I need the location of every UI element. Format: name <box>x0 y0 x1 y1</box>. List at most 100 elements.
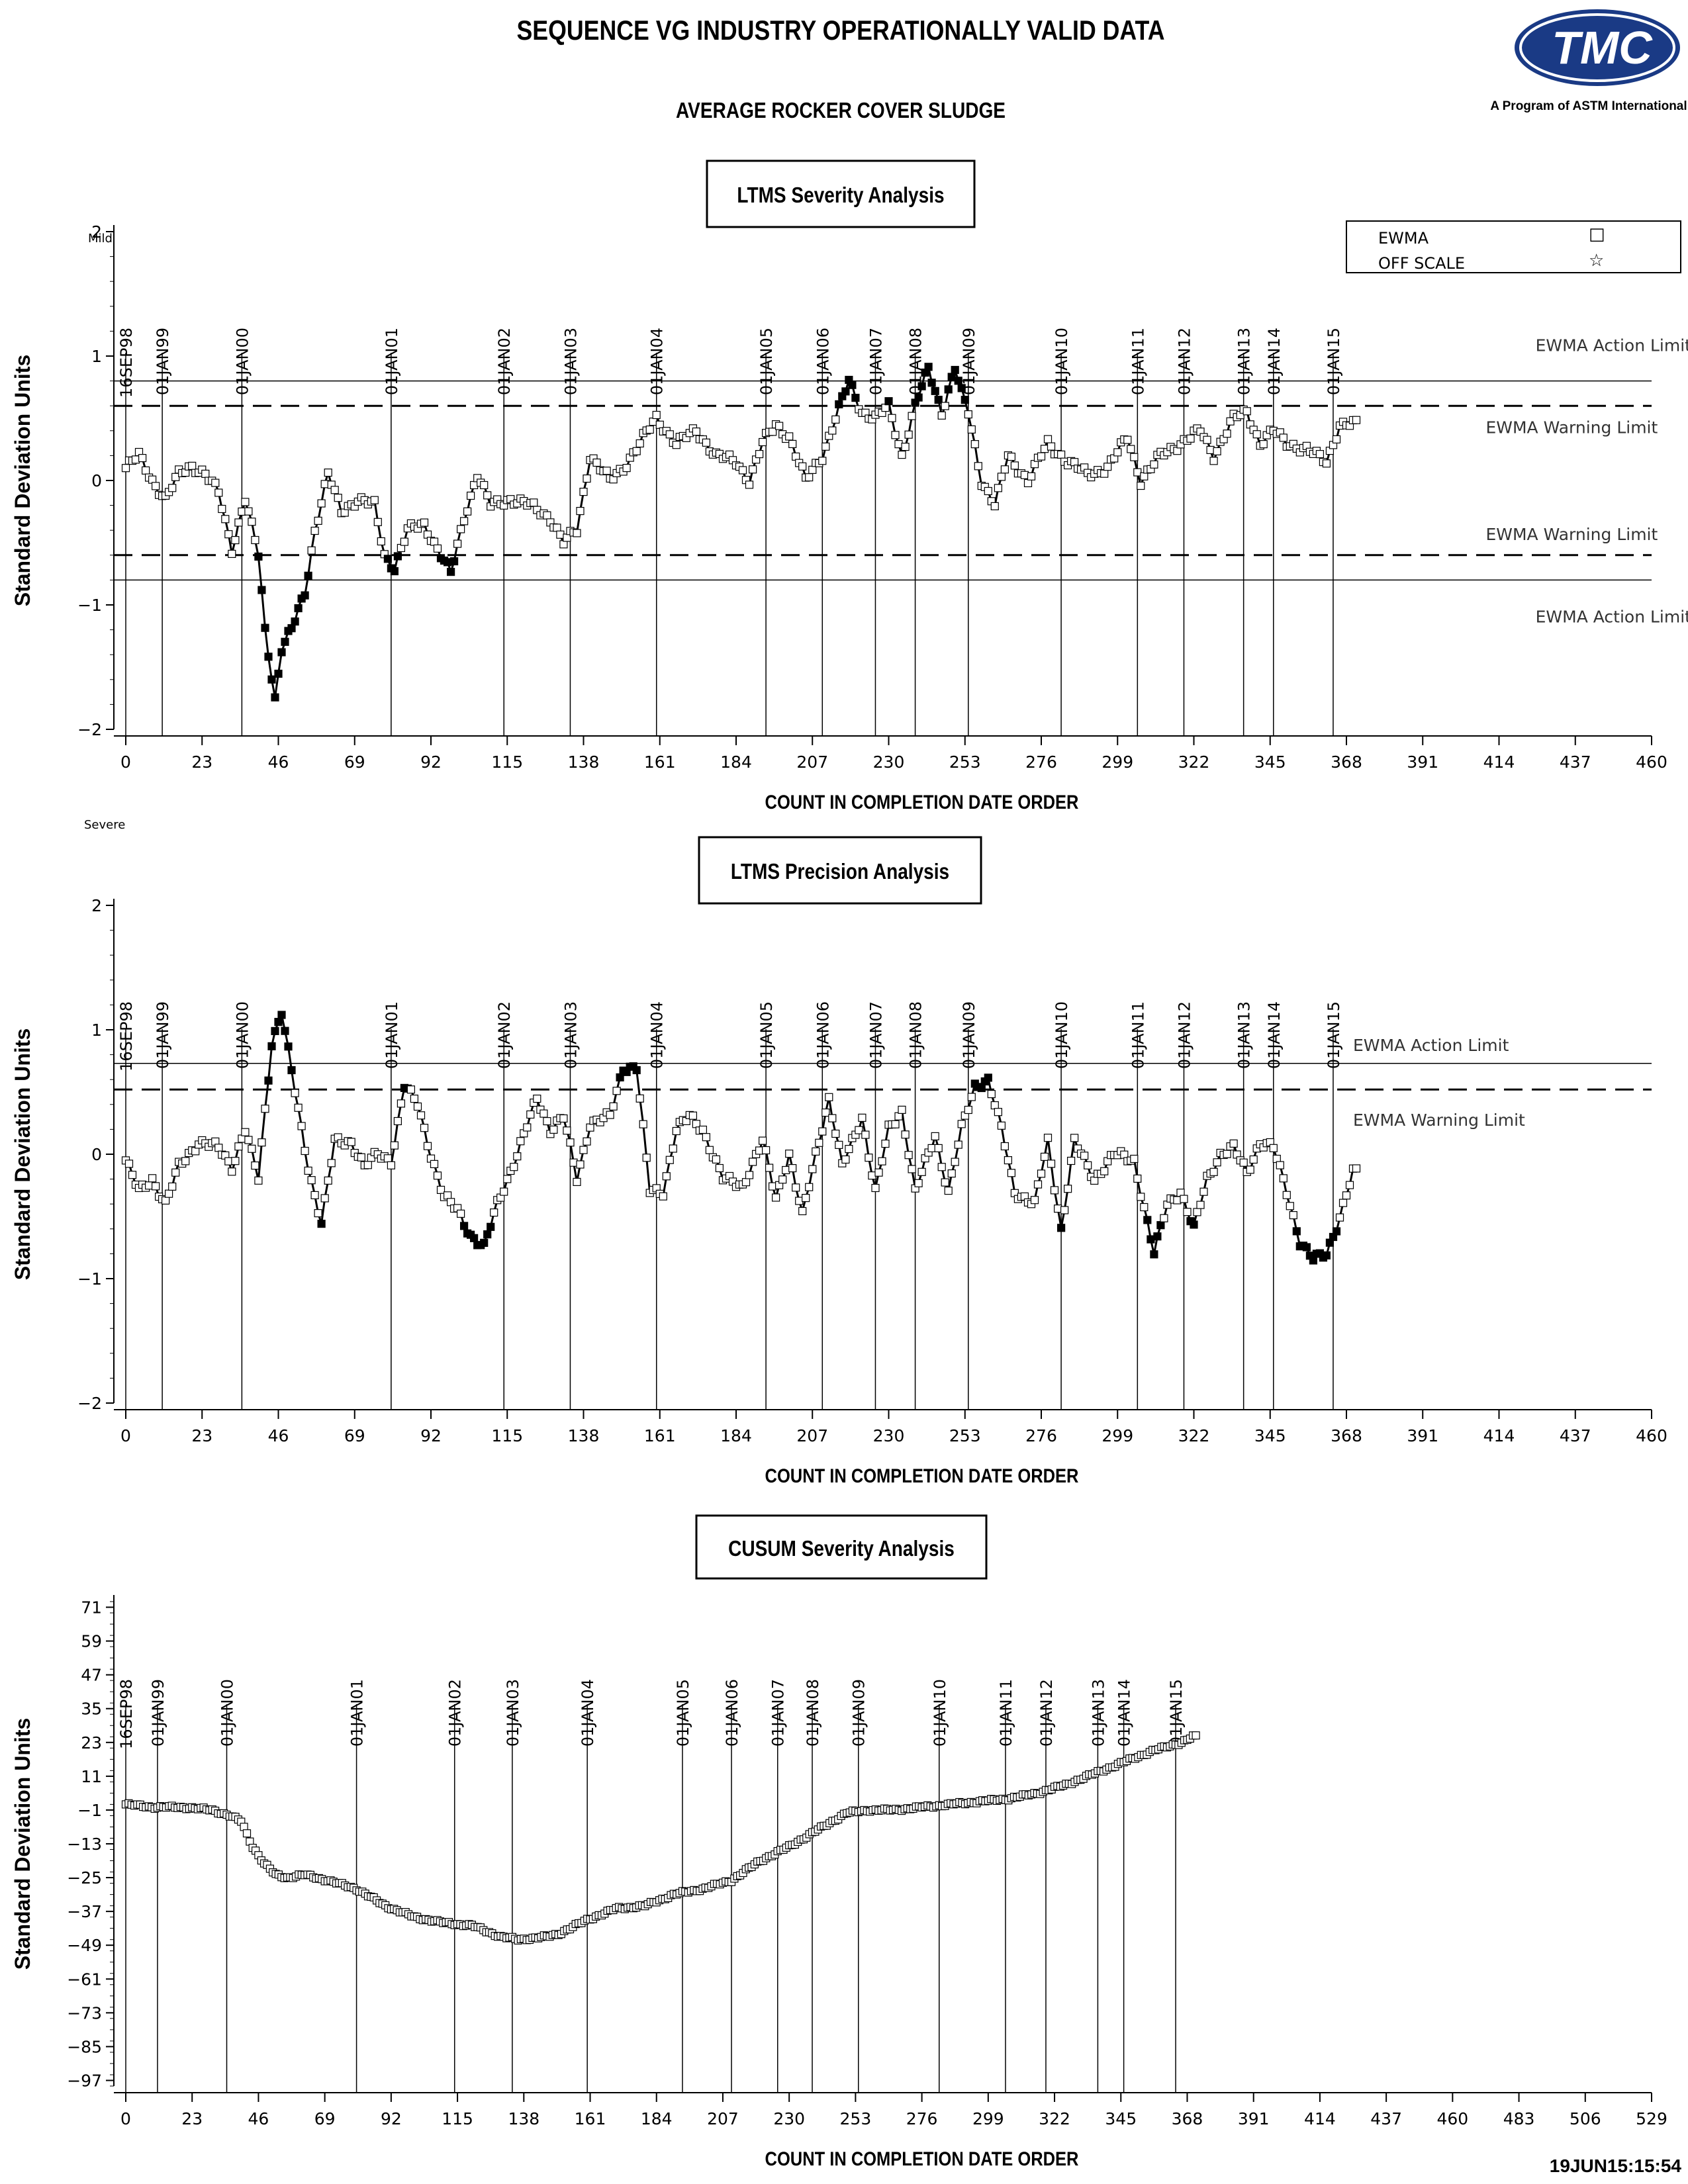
data-point <box>277 648 286 657</box>
data-point <box>888 414 896 422</box>
data-point <box>851 393 860 402</box>
x-tick-label: 46 <box>268 752 289 772</box>
x-tick-label: 460 <box>1636 1426 1667 1445</box>
y-tick-label: 11 <box>81 1767 102 1786</box>
data-point <box>573 1177 581 1187</box>
data-point <box>1193 1208 1201 1216</box>
chart-title: LTMS Precision Analysis <box>731 860 949 884</box>
x-tick-label: 207 <box>796 752 828 772</box>
data-point <box>487 1222 495 1231</box>
data-point <box>563 1126 571 1135</box>
data-point <box>828 1114 837 1122</box>
data-point <box>1053 1205 1062 1213</box>
data-point <box>340 508 349 517</box>
data-point <box>745 480 754 489</box>
data-point <box>1289 1210 1297 1220</box>
data-point <box>1309 1256 1318 1265</box>
data-point <box>774 422 784 430</box>
date-marker-label: 01JAN15 <box>1167 1679 1186 1747</box>
data-point <box>387 1161 396 1169</box>
data-point <box>1190 1220 1198 1229</box>
data-point <box>406 1085 416 1094</box>
data-point <box>745 1171 754 1179</box>
data-point <box>1043 1134 1053 1142</box>
data-point <box>148 1174 157 1183</box>
data-point <box>363 1161 372 1169</box>
y-tick-label: −25 <box>67 1868 102 1888</box>
data-point <box>1332 435 1341 444</box>
data-point <box>267 1042 276 1051</box>
data-point <box>984 486 992 496</box>
data-point <box>281 1026 289 1035</box>
data-point <box>188 461 197 471</box>
x-tick-label: 437 <box>1560 752 1591 772</box>
data-point <box>1282 1191 1291 1199</box>
x-tick-label: 368 <box>1172 2109 1203 2128</box>
date-marker-label: 01JAN04 <box>648 1001 667 1069</box>
data-point <box>931 1132 939 1141</box>
data-point <box>934 395 943 404</box>
data-point <box>224 1157 233 1165</box>
data-point <box>317 499 326 508</box>
data-point <box>848 381 857 389</box>
data-point <box>672 1126 680 1136</box>
data-point <box>1279 433 1288 442</box>
data-point <box>808 465 817 475</box>
y-tick-label: −2 <box>77 1394 102 1413</box>
data-point <box>964 1105 972 1115</box>
data-point <box>228 549 236 559</box>
data-point <box>1345 1181 1354 1189</box>
data-point <box>347 1138 355 1146</box>
date-marker-label: 01JAN10 <box>931 1679 949 1747</box>
data-point <box>128 1171 137 1179</box>
data-point <box>214 1144 223 1152</box>
data-point <box>231 535 240 545</box>
y-tick-label: −85 <box>67 2037 102 2056</box>
data-point <box>165 1189 173 1198</box>
x-tick-label: 276 <box>1025 752 1057 772</box>
data-point <box>1047 442 1056 451</box>
data-point <box>168 484 177 492</box>
data-point <box>917 382 926 390</box>
data-point <box>168 1182 177 1191</box>
data-point <box>655 420 664 429</box>
data-point <box>1133 1174 1142 1183</box>
data-point <box>1183 1208 1192 1216</box>
date-marker-label: 01JAN01 <box>383 328 401 395</box>
data-point <box>463 507 472 516</box>
data-point <box>632 447 641 455</box>
data-point <box>908 1165 916 1173</box>
data-point <box>456 1209 465 1218</box>
data-point <box>1130 1154 1139 1163</box>
data-point <box>459 517 469 525</box>
date-marker-label: 01JAN03 <box>561 328 580 395</box>
y-tick-label: 59 <box>81 1632 102 1651</box>
data-point <box>274 669 283 678</box>
data-point <box>397 1099 406 1108</box>
data-point <box>758 1136 767 1145</box>
data-point <box>390 1141 399 1150</box>
data-point <box>556 530 565 539</box>
data-point <box>669 1144 677 1153</box>
date-marker-label: 01JAN05 <box>674 1679 692 1747</box>
data-point <box>1342 1191 1351 1200</box>
date-marker-label: 01JAN04 <box>648 328 667 395</box>
data-point <box>635 1094 644 1103</box>
data-point <box>218 504 226 514</box>
data-point <box>264 653 273 661</box>
data-point <box>248 518 256 526</box>
data-point <box>1143 1216 1152 1224</box>
y-tick-label: −37 <box>67 1902 102 1921</box>
data-point <box>324 468 332 477</box>
data-point <box>1150 1250 1158 1259</box>
data-point <box>788 1163 797 1173</box>
limit-label: EWMA Action Limit <box>1536 336 1688 355</box>
data-point <box>549 1125 558 1134</box>
data-point <box>1133 468 1142 477</box>
data-point <box>301 591 309 600</box>
legend-marker-offscale: ☆ <box>1589 251 1604 271</box>
data-point <box>1223 430 1231 438</box>
data-point <box>1113 448 1122 457</box>
data-point <box>755 449 764 459</box>
y-tick-label: 0 <box>91 1145 102 1164</box>
